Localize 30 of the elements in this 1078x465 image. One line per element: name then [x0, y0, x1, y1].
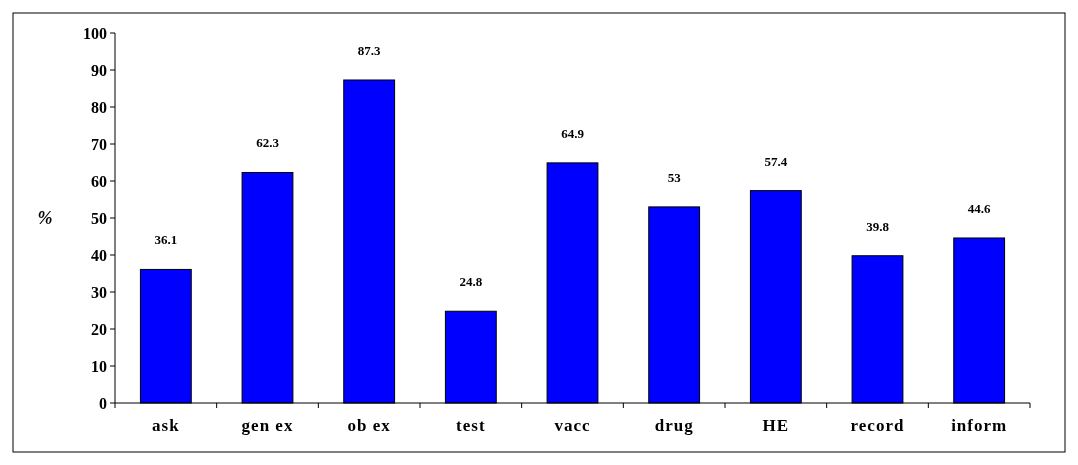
data-label: 87.3 [357, 42, 382, 58]
x-tick-label: gen ex [241, 416, 294, 435]
y-tick-label: 100 [83, 24, 107, 42]
y-tick-label: 40 [91, 246, 107, 264]
x-tick-label: vacc [554, 416, 591, 435]
y-tick-label: 0 [99, 394, 107, 412]
data-label: 44.6 [967, 200, 992, 216]
data-label: 53 [667, 169, 682, 185]
y-tick-label: 50 [91, 209, 107, 227]
y-tick-label: 90 [91, 61, 107, 79]
y-tick-label: 70 [91, 135, 107, 153]
data-label: 64.9 [561, 125, 585, 141]
x-tick-label: ask [152, 416, 180, 435]
y-tick-label: 80 [91, 98, 107, 116]
data-label: 39.8 [866, 218, 890, 234]
y-axis-title: % [37, 208, 53, 229]
x-tick-label: record [850, 416, 905, 435]
x-tick-label: HE [762, 416, 790, 435]
y-tick-label: 30 [91, 283, 107, 301]
data-label: 57.4 [764, 153, 788, 169]
x-tick-label: ob ex [347, 416, 391, 435]
data-label: 36.1 [154, 232, 178, 248]
y-tick-label: 20 [91, 320, 107, 338]
x-tick-label: drug [654, 416, 694, 435]
data-label: 62.3 [256, 135, 280, 151]
y-tick-label: 60 [91, 172, 107, 190]
data-label: 24.8 [459, 274, 483, 290]
x-tick-label: inform [951, 416, 1008, 435]
y-tick-label: 10 [91, 357, 107, 375]
x-tick-label: test [456, 416, 486, 435]
